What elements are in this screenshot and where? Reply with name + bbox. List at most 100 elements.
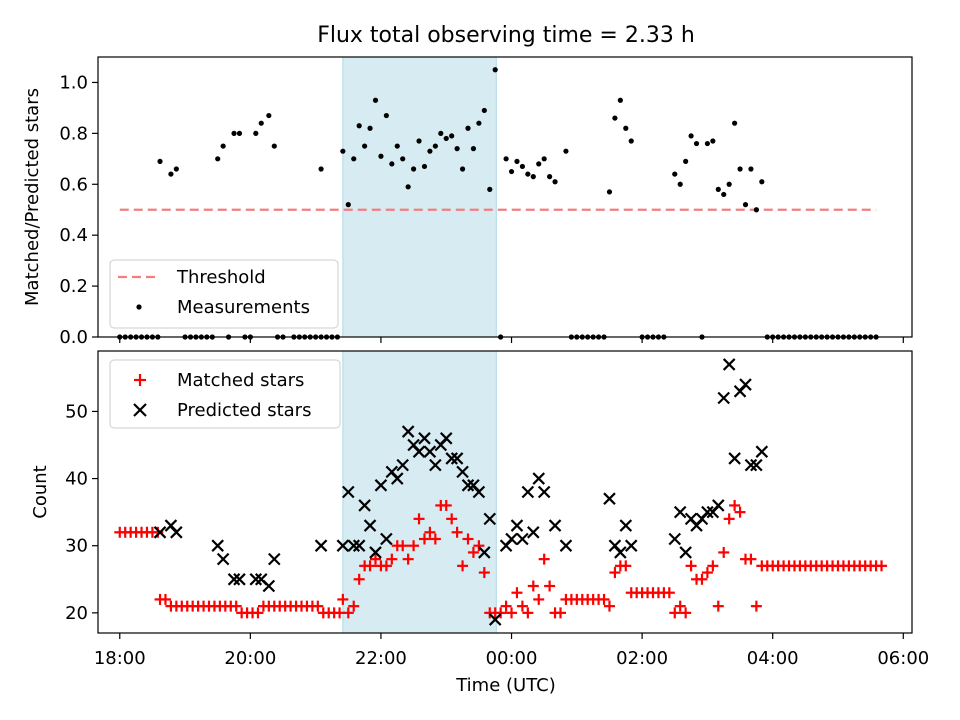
predicted-star-marker — [342, 485, 355, 499]
measurement-point — [541, 156, 547, 162]
measurement-point — [737, 166, 743, 172]
predicted-star-marker — [722, 358, 736, 371]
x-tick-label: 22:00 — [355, 648, 407, 669]
predicted-star-marker-b — [363, 519, 377, 532]
measurement-point — [726, 181, 732, 187]
measurement-point — [427, 148, 433, 154]
x-tick-label: 20:00 — [224, 648, 276, 669]
measurement-point — [378, 153, 384, 159]
predicted-star-marker — [521, 485, 535, 499]
legend-matched-swatch — [134, 374, 146, 386]
predicted-star-marker-b — [603, 492, 616, 505]
measurement-point — [525, 171, 531, 177]
predicted-star-marker — [262, 579, 276, 593]
measurement-point — [503, 156, 509, 162]
x-tick-label: 02:00 — [616, 648, 668, 669]
measurement-point — [394, 143, 400, 149]
predicted-star-marker — [396, 458, 409, 472]
predicted-star-marker-b — [728, 452, 741, 465]
matched-star-marker — [402, 553, 414, 565]
predicted-star-marker — [559, 539, 573, 552]
matched-star-marker — [342, 607, 354, 619]
matched-star-marker — [696, 573, 708, 585]
matched-star-marker — [380, 560, 392, 572]
matched-star-marker — [750, 600, 762, 612]
matched-star-marker — [370, 553, 381, 565]
predicted-star-marker-b — [347, 539, 361, 552]
matched-star-marker — [413, 513, 425, 525]
measurement-point — [470, 146, 477, 152]
predicted-star-marker — [211, 539, 224, 552]
x-tick-label: 04:00 — [747, 648, 799, 669]
matched-star-marker — [516, 600, 528, 612]
predicted-star-marker-b — [445, 452, 458, 465]
measurement-point — [367, 125, 373, 131]
predicted-star-marker — [439, 432, 453, 445]
predicted-star-marker-b — [396, 458, 409, 472]
matched-star-marker — [674, 600, 686, 612]
predicted-star-marker — [456, 465, 469, 479]
predicted-star-marker — [401, 425, 415, 438]
predicted-star-marker — [532, 472, 546, 485]
bottom-highlight-rect — [342, 350, 497, 634]
predicted-star-marker-b — [750, 458, 763, 472]
matched-star-marker — [506, 607, 518, 619]
legend-measurements-swatch — [136, 304, 142, 310]
measurement-point — [710, 138, 716, 144]
matched-star-marker — [312, 600, 324, 612]
predicted-star-marker-b — [336, 539, 350, 552]
measurement-point — [508, 168, 515, 175]
predicted-star-marker-b — [559, 539, 573, 552]
bottom-plot-frame — [97, 350, 913, 634]
predicted-star-marker — [673, 505, 687, 519]
predicted-star-marker-b — [461, 479, 475, 492]
matched-star-marker — [680, 607, 692, 619]
measurement-point — [519, 163, 526, 170]
legend-predicted-swatch — [133, 403, 147, 417]
measurement-point — [465, 125, 471, 131]
top-y-tick-label: 0.0 — [59, 327, 88, 348]
predicted-star-marker-b — [527, 526, 540, 539]
matched-star-marker — [527, 580, 539, 592]
matched-star-marker — [718, 546, 730, 558]
predicted-star-marker — [249, 573, 263, 586]
predicted-star-marker — [374, 479, 388, 492]
predicted-star-marker-b — [478, 546, 491, 559]
predicted-star-marker-b — [488, 613, 502, 626]
measurement-point — [721, 191, 727, 198]
measurement-point — [547, 174, 553, 180]
predicted-star-marker-b — [619, 519, 633, 532]
chart-title: Flux total observing time = 2.33 h — [317, 23, 695, 48]
measurement-point — [438, 130, 444, 136]
predicted-star-marker-b — [722, 358, 736, 371]
predicted-star-marker — [750, 458, 763, 472]
measurement-point — [168, 171, 174, 177]
matched-star-marker — [364, 560, 376, 572]
predicted-star-marker — [483, 512, 497, 526]
matched-star-marker — [440, 499, 452, 511]
top-y-ticks: 0.0 0.2 0.4 0.6 0.8 1.0 — [59, 72, 98, 348]
predicted-star-marker-b — [216, 552, 230, 566]
bottom-legend-box — [109, 359, 341, 429]
matched-star-marker — [745, 553, 757, 565]
measurement-point — [400, 156, 406, 162]
measurement-point — [372, 97, 379, 103]
predicted-star-marker-b — [701, 505, 714, 519]
predicted-star-marker — [216, 552, 230, 566]
top-plot-frame — [97, 56, 913, 338]
measurement-point — [715, 186, 721, 192]
measurement-point — [492, 67, 498, 73]
predicted-star-marker-b — [390, 472, 404, 485]
predicted-star-marker — [679, 546, 692, 559]
predicted-star-marker-b — [268, 552, 281, 566]
matched-star-marker — [337, 593, 349, 605]
predicted-star-marker — [717, 391, 731, 405]
bottom-y-ticks: 20 30 40 50 — [65, 401, 98, 624]
matched-star-marker — [876, 560, 888, 572]
measurement-point — [340, 148, 346, 154]
legend-measurements-label: Measurements — [177, 297, 310, 318]
predicted-star-marker — [505, 532, 518, 546]
predicted-star-marker-b — [739, 378, 752, 391]
predicted-star-marker — [390, 472, 404, 485]
